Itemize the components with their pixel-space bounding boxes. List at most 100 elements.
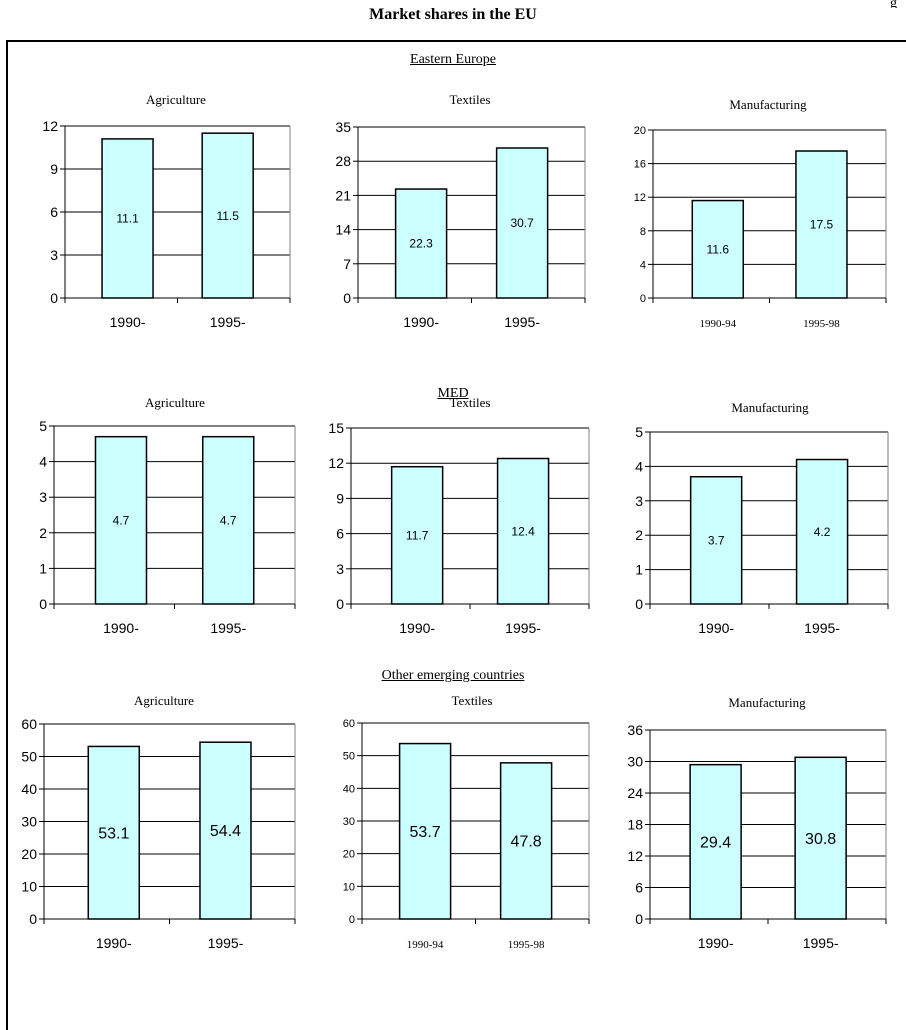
y-tick-label: 0 <box>635 596 643 612</box>
y-tick-label: 20 <box>634 125 646 137</box>
x-tick-label: 1995- <box>208 935 244 951</box>
chart-med-textiles: Textiles 0 3 6 9 12 15 11.7 1990- 12.4 1995- <box>328 395 590 636</box>
bar <box>199 741 252 920</box>
section-label-other-emerging: Other emerging countries <box>381 668 525 683</box>
y-tick-label: 21 <box>335 187 351 203</box>
data-label: 4.2 <box>814 525 831 539</box>
y-tick-label: 35 <box>335 119 351 135</box>
data-label: 53.7 <box>410 824 441 841</box>
data-label: 11.5 <box>216 209 239 223</box>
bar <box>795 458 849 605</box>
x-tick-label: 1995- <box>803 935 839 951</box>
x-tick-label: 1990- <box>96 935 132 951</box>
y-tick-label: 7 <box>343 256 351 272</box>
y-tick-label: 60 <box>21 716 37 732</box>
x-tick-label: 1990-94 <box>407 939 444 951</box>
chart-title: Manufacturing <box>729 97 807 112</box>
y-tick-label: 40 <box>343 783 355 795</box>
y-tick-label: 20 <box>343 849 355 861</box>
y-tick-label: 9 <box>50 161 58 177</box>
x-tick-label: 1990- <box>698 620 734 636</box>
data-label: 53.1 <box>98 825 129 842</box>
y-tick-label: 2 <box>635 527 643 543</box>
y-tick-label: 1 <box>39 560 47 576</box>
y-tick-label: 30 <box>21 814 37 830</box>
chart-title: Agriculture <box>145 395 205 410</box>
y-tick-label: 3 <box>39 489 47 505</box>
y-tick-label: 0 <box>50 290 58 306</box>
x-tick-label: 1995-98 <box>508 939 545 951</box>
y-tick-label: 15 <box>328 420 344 436</box>
chart-title: Textiles <box>452 693 493 708</box>
y-tick-label: 3 <box>635 493 643 509</box>
chart-title: Manufacturing <box>731 400 809 415</box>
y-tick-label: 0 <box>336 596 344 612</box>
y-tick-label: 28 <box>335 153 351 169</box>
y-tick-label: 12 <box>42 118 58 134</box>
charts-grid: Agriculture03691211.11990-11.51995-Texti… <box>21 92 889 951</box>
y-tick-label: 2 <box>39 525 47 541</box>
bar <box>689 763 742 920</box>
y-tick-label: 12 <box>634 192 646 204</box>
bar <box>499 762 553 920</box>
y-tick-label: 0 <box>343 290 351 306</box>
chart-title: Agriculture <box>134 693 194 708</box>
chart-eastern-europe-manufacturing: Manufacturing 0 4 8 12 16 20 11.6 1990-94 17.5 199… <box>634 97 887 330</box>
data-label: 29.4 <box>700 834 731 851</box>
bar <box>495 147 549 299</box>
y-tick-label: 8 <box>640 226 646 238</box>
data-label: 3.7 <box>708 534 725 548</box>
chart-other-emerging-countries-agriculture: Agriculture 0 10 20 30 40 50 60 53.1 1990- 54.4 199… <box>21 693 296 951</box>
data-label: 4.7 <box>113 514 130 528</box>
y-tick-label: 12 <box>328 455 344 471</box>
chart-title: Manufacturing <box>728 695 806 710</box>
data-label: 11.7 <box>406 529 429 543</box>
y-tick-label: 0 <box>635 911 643 927</box>
chart-other-emerging-countries-manufacturing: Manufacturing 0 6 12 18 24 30 36 29.4 1990- 30.8 19… <box>627 695 887 951</box>
x-tick-label: 1990- <box>403 314 439 330</box>
y-tick-label: 3 <box>336 561 344 577</box>
data-label: 4.7 <box>220 514 237 528</box>
bar <box>691 199 745 299</box>
y-tick-label: 6 <box>50 204 58 220</box>
x-tick-label: 1995- <box>804 620 840 636</box>
y-tick-label: 10 <box>21 879 37 895</box>
x-tick-label: 1990-94 <box>699 318 736 330</box>
chart-title: Textiles <box>450 92 491 107</box>
x-tick-label: 1995- <box>505 620 541 636</box>
y-tick-label: 30 <box>343 816 355 828</box>
x-tick-label: 1990- <box>698 935 734 951</box>
y-tick-label: 9 <box>336 490 344 506</box>
section-label-med: MED <box>437 386 469 401</box>
y-tick-label: 1 <box>635 562 643 578</box>
bar <box>201 132 254 299</box>
y-tick-label: 0 <box>39 596 47 612</box>
bar <box>390 465 444 605</box>
bar <box>201 435 255 605</box>
bar <box>87 745 141 920</box>
bar <box>794 756 847 920</box>
x-tick-label: 1995- <box>210 620 246 636</box>
data-label: 47.8 <box>511 834 542 851</box>
section-label-eastern-europe: Eastern Europe <box>410 52 496 67</box>
y-tick-label: 0 <box>29 911 37 927</box>
chart-title: Textiles <box>450 395 491 410</box>
y-tick-label: 50 <box>21 749 37 765</box>
y-tick-label: 50 <box>343 751 355 763</box>
data-label: 17.5 <box>810 218 834 232</box>
bar <box>689 475 743 605</box>
y-tick-label: 12 <box>627 848 643 864</box>
y-tick-label: 40 <box>21 781 37 797</box>
corner-mark: g <box>890 0 897 8</box>
y-tick-label: 4 <box>640 259 646 271</box>
y-tick-label: 14 <box>335 222 351 238</box>
data-label: 22.3 <box>409 237 433 251</box>
x-tick-label: 1990- <box>399 620 435 636</box>
y-tick-label: 6 <box>336 526 344 542</box>
x-tick-label: 1995- <box>210 314 246 330</box>
data-label: 11.1 <box>116 212 139 226</box>
y-tick-label: 0 <box>640 293 646 305</box>
bar <box>496 457 550 605</box>
data-label: 54.4 <box>210 823 241 840</box>
y-tick-label: 4 <box>635 458 643 474</box>
